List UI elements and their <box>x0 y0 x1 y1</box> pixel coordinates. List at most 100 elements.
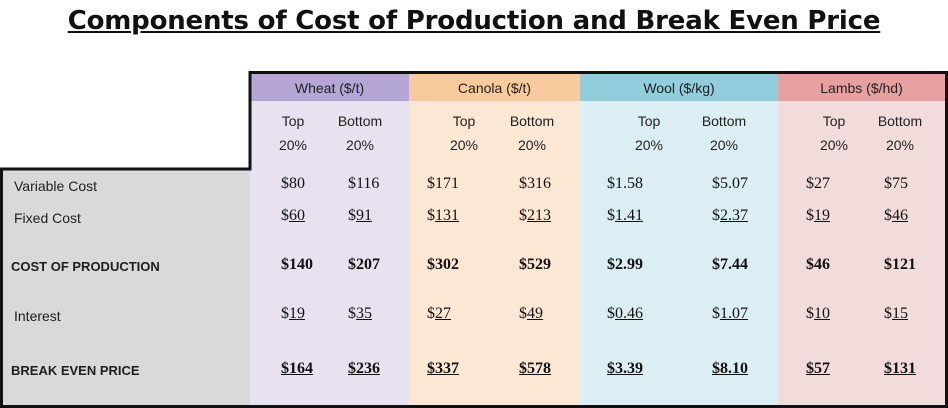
table-cell: $46 <box>806 256 830 274</box>
subheader-line: 20% <box>885 137 915 153</box>
subheader-line: Top <box>822 113 846 129</box>
cell-value: $ <box>712 207 720 224</box>
cell-value-underlined: $337 <box>427 360 459 377</box>
cell-value: $ <box>348 207 356 224</box>
cell-value-underlined: 60 <box>289 207 305 224</box>
subheader-line: 20% <box>819 137 849 153</box>
subheader-wool-bottom: Bottom 20% <box>694 109 754 157</box>
cell-value: $2.99 <box>607 256 643 273</box>
cell-value-underlined: 19 <box>814 207 830 224</box>
column-header-canola: Canola ($/t) <box>409 74 580 101</box>
cell-value: $ <box>607 305 615 322</box>
subheader-lambs-bottom: Bottom 20% <box>870 109 930 157</box>
row-label: BREAK EVEN PRICE <box>11 363 140 378</box>
subheader-line: Top <box>637 113 661 129</box>
row-label: Variable Cost <box>14 178 98 194</box>
cell-value-underlined: 15 <box>892 305 908 322</box>
table-cell: $19 <box>806 207 830 225</box>
table-cell: $529 <box>519 256 551 274</box>
cell-value: $75 <box>884 175 908 192</box>
cell-value: $ <box>806 305 814 322</box>
table-cell: $19 <box>281 305 305 323</box>
table-cell: $27 <box>806 175 830 193</box>
subheader-wheat-top: Top 20% <box>263 109 323 157</box>
subheader-wool-top: Top 20% <box>619 109 679 157</box>
table-border <box>0 71 948 408</box>
table-cell: $121 <box>884 256 916 274</box>
cell-value-underlined: $236 <box>348 360 380 377</box>
subheader-canola-bottom: Bottom 20% <box>502 109 562 157</box>
label-column-background <box>3 168 250 405</box>
table-cell: $0.46 <box>607 305 643 323</box>
subheader-line: 20% <box>278 137 308 153</box>
table-cell: $10 <box>806 305 830 323</box>
table-cell: $91 <box>348 207 372 225</box>
cell-value: $5.07 <box>712 175 748 192</box>
cell-value-underlined: 213 <box>527 207 551 224</box>
cell-value-underlined: 35 <box>356 305 372 322</box>
cell-value: $121 <box>884 256 916 273</box>
cell-value: $ <box>281 305 289 322</box>
cell-value-underlined: $57 <box>806 360 830 377</box>
table-cell: $131 <box>427 207 459 225</box>
cell-value: $ <box>427 207 435 224</box>
cell-value: $80 <box>281 175 305 192</box>
cell-value-underlined: $131 <box>884 360 916 377</box>
subheader-line: 20% <box>345 137 375 153</box>
cell-value: $302 <box>427 256 459 273</box>
table-cell: $578 <box>519 360 551 378</box>
subheader-line: 20% <box>449 137 479 153</box>
table-cell: $207 <box>348 256 380 274</box>
column-header-lambs: Lambs ($/hd) <box>778 74 945 101</box>
cell-value-underlined: 91 <box>356 207 372 224</box>
cell-value-underlined: $3.39 <box>607 360 643 377</box>
table-cell: $2.37 <box>712 207 748 225</box>
cell-value-underlined: 10 <box>814 305 830 322</box>
table-cell: $302 <box>427 256 459 274</box>
table-cell: $15 <box>884 305 908 323</box>
table-cell: $140 <box>281 256 313 274</box>
subheader-line: Bottom <box>509 113 555 129</box>
table-cell: $337 <box>427 360 459 378</box>
column-background-wool <box>580 74 778 405</box>
cell-value: $140 <box>281 256 313 273</box>
table-cell: $57 <box>806 360 830 378</box>
table-cell: $49 <box>519 305 543 323</box>
cell-value-underlined: 2.37 <box>720 207 748 224</box>
subheader-line: 20% <box>634 137 664 153</box>
table-cell: $316 <box>519 175 551 193</box>
subheader-wheat-bottom: Bottom 20% <box>330 109 390 157</box>
cell-value-underlined: 0.46 <box>615 305 643 322</box>
cell-value-underlined: 1.41 <box>615 207 643 224</box>
cell-value-underlined: 131 <box>435 207 459 224</box>
cell-value: $ <box>519 207 527 224</box>
subheader-canola-top: Top 20% <box>434 109 494 157</box>
page-title: Components of Cost of Production and Bre… <box>67 6 881 36</box>
cell-value-underlined: 27 <box>435 305 451 322</box>
table-cell: $1.41 <box>607 207 643 225</box>
cell-value: $ <box>884 305 892 322</box>
column-header-wheat: Wheat ($/t) <box>250 74 409 101</box>
column-background-wheat <box>250 74 409 405</box>
table-cell: $3.39 <box>607 360 643 378</box>
cell-value-underlined: 49 <box>527 305 543 322</box>
cell-value: $ <box>427 305 435 322</box>
table-cell: $116 <box>348 175 379 193</box>
table-cell: $46 <box>884 207 908 225</box>
cell-value-underlined: $578 <box>519 360 551 377</box>
cell-value: $1.58 <box>607 175 643 192</box>
cell-value-underlined: 46 <box>892 207 908 224</box>
cell-value: $7.44 <box>712 256 748 273</box>
cell-value: $116 <box>348 175 380 192</box>
row-label: COST OF PRODUCTION <box>11 259 160 274</box>
table-cell: $171 <box>427 175 459 193</box>
subheader-line: Bottom <box>877 113 923 129</box>
table-cell: $213 <box>519 207 551 225</box>
table-cell: $60 <box>281 207 305 225</box>
table-cell: $35 <box>348 305 372 323</box>
table-cell: $75 <box>884 175 908 193</box>
cell-value: $46 <box>806 256 830 273</box>
table-cell: $236 <box>348 360 380 378</box>
cell-value-underlined: 1.07 <box>720 305 748 322</box>
table-cell: $5.07 <box>712 175 748 193</box>
